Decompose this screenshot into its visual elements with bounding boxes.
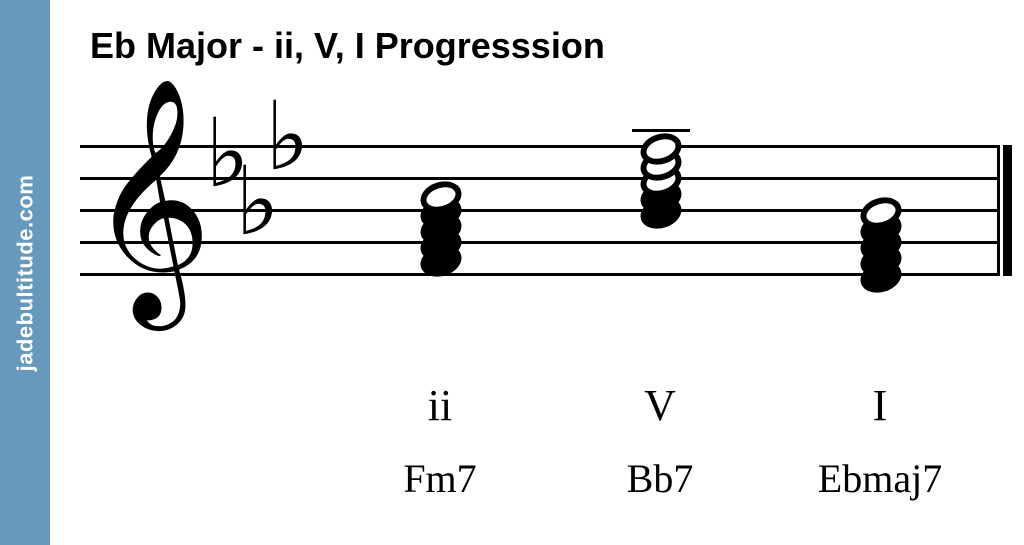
chord-label: Bb7 xyxy=(580,455,740,502)
ledger-line xyxy=(632,129,690,132)
page-title: Eb Major - ii, V, I Progresssion xyxy=(90,25,605,67)
chord-label: Ebmaj7 xyxy=(800,455,960,502)
sidebar-watermark: jadebultitude.com xyxy=(0,0,50,545)
final-barline xyxy=(1003,145,1012,276)
roman-numeral: V xyxy=(620,380,700,431)
flat-icon: ♭ xyxy=(265,90,310,185)
staff-container: 𝄞 ♭♭♭ xyxy=(80,145,1020,325)
barline xyxy=(997,145,1000,276)
watermark-text: jadebultitude.com xyxy=(12,174,38,371)
chord-label: Fm7 xyxy=(360,455,520,502)
roman-numeral: I xyxy=(840,380,920,431)
roman-numeral: ii xyxy=(400,380,480,431)
